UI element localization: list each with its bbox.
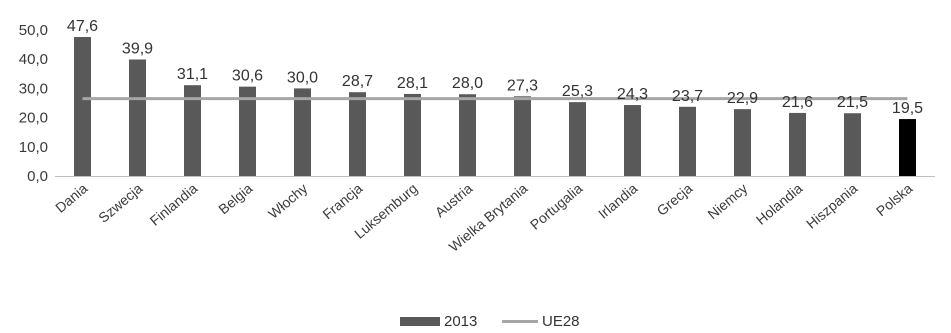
y-tick-label: 0,0 (27, 168, 48, 185)
category-label: Irlandia (595, 180, 641, 222)
category-label: Włochy (265, 180, 310, 222)
data-label: 27,3 (507, 77, 538, 94)
bar-francja (349, 92, 366, 176)
y-tick-label: 50,0 (19, 22, 48, 39)
data-label: 39,9 (122, 40, 153, 57)
data-label: 22,9 (727, 90, 758, 107)
category-label: Hiszpania (803, 180, 861, 232)
data-label: 30,0 (287, 69, 318, 86)
x-axis: Dania Szwecja Finlandia Belgia Włochy Francja… (52, 176, 935, 255)
y-tick-label: 30,0 (19, 80, 48, 97)
category-label: Polska (873, 180, 916, 219)
bar-hiszpania (844, 113, 861, 176)
category-label: Austria (432, 180, 476, 220)
category-label: Francja (319, 180, 365, 222)
category-label: Finlandia (147, 180, 201, 229)
bar-portugalia (569, 102, 586, 176)
bar-luksemburg (404, 93, 421, 176)
bar-holandia (789, 112, 806, 176)
category-label: Grecja (654, 180, 696, 219)
data-label: 19,5 (892, 100, 923, 117)
bar-dania (74, 37, 91, 177)
data-label: 30,6 (232, 68, 263, 85)
bar-finlandia (184, 85, 201, 176)
bar-irlandia (624, 105, 641, 176)
data-label: 21,6 (782, 94, 813, 111)
data-label: 31,1 (177, 66, 208, 83)
data-label: 28,1 (397, 75, 428, 92)
bar-grecja (679, 106, 696, 176)
bar-szwecja (129, 59, 146, 176)
category-label: Belgia (215, 180, 255, 217)
y-tick-label: 40,0 (19, 51, 48, 68)
data-label: 21,5 (837, 94, 868, 111)
bar-polska (899, 119, 916, 176)
bars (74, 37, 916, 177)
data-label: 28,0 (452, 75, 483, 92)
data-label: 25,3 (562, 83, 593, 100)
bar-wielka-brytania (514, 96, 531, 176)
legend-swatch-2013 (400, 317, 440, 326)
category-label: Holandia (753, 180, 806, 228)
category-label: Niemcy (704, 180, 750, 222)
legend: 2013 UE28 (400, 313, 580, 330)
bar-austria (459, 94, 476, 176)
data-label: 23,7 (672, 88, 703, 105)
legend-label-2013: 2013 (444, 313, 477, 330)
data-label: 28,7 (342, 73, 373, 90)
y-axis: 0,0 10,0 20,0 30,0 40,0 50,0 (19, 22, 48, 185)
data-label: 47,6 (67, 18, 98, 35)
data-label: 24,3 (617, 86, 648, 103)
bar-niemcy (734, 109, 751, 176)
bar-belgia (239, 86, 256, 176)
legend-label-ue28: UE28 (542, 313, 580, 330)
bar-włochy (294, 88, 311, 176)
y-tick-label: 20,0 (19, 110, 48, 127)
category-label: Szwecja (95, 180, 145, 226)
category-label: Portugalia (527, 180, 586, 233)
category-label: Dania (52, 180, 90, 216)
y-tick-label: 10,0 (19, 139, 48, 156)
data-labels: 47,6 39,9 31,1 30,6 30,0 28,7 28,1 28,0 27,3 25,3… (67, 18, 923, 117)
